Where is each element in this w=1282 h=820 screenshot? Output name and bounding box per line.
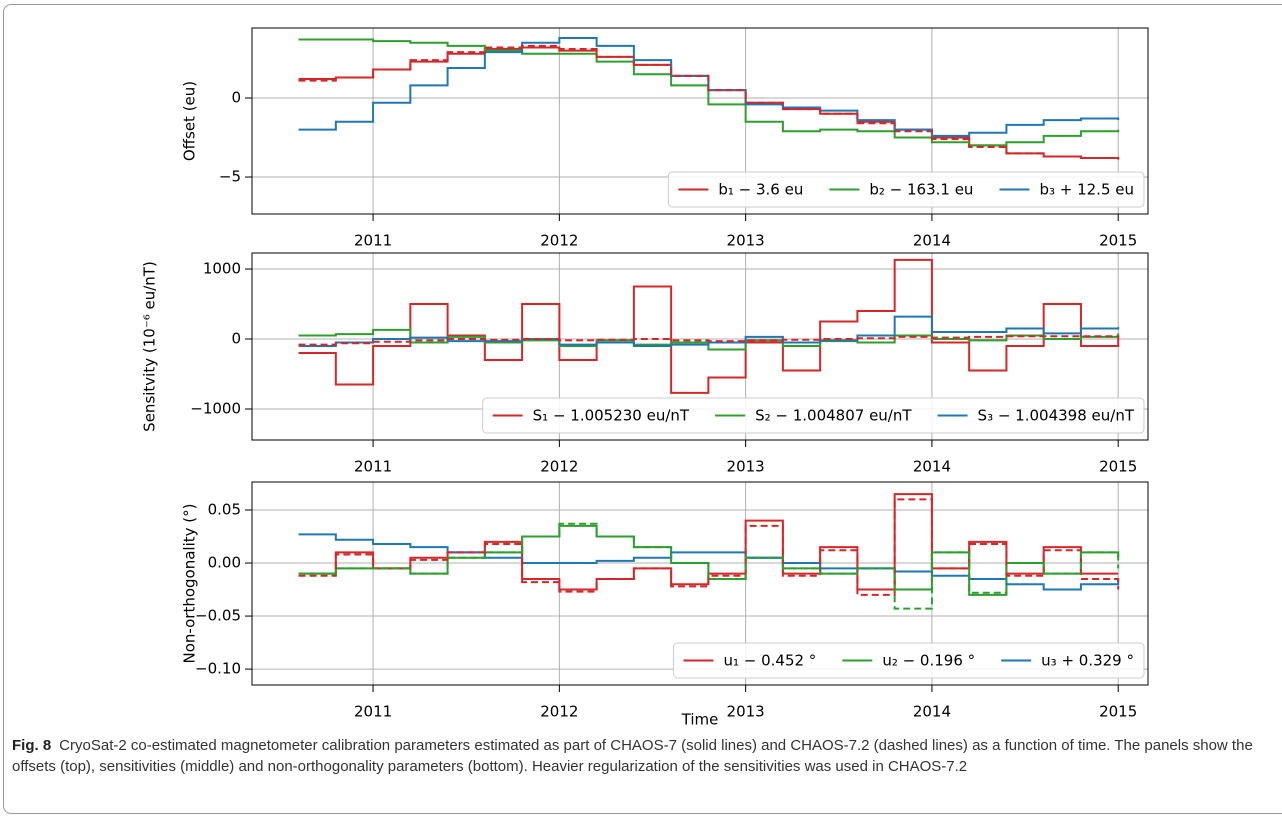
x-tick-label: 2013 [727,232,765,250]
legend-label: u₂ − 0.196 ° [882,652,975,670]
x-tick-label: 2014 [913,703,951,721]
y-tick-label: −0.10 [195,660,241,678]
plot-frame [251,481,1149,686]
y-axis-label: Non-orthogonality (°) [181,504,199,664]
line [298,315,1120,348]
x-tick-label: 2011 [354,458,392,476]
legend-label: S₁ − 1.005230 eu/nT [533,407,690,425]
line [298,38,1120,147]
dashed-line [298,498,1120,596]
chart: 2011 2012 2013 2014 2015 −5 0 Offset (eu) b₁ − 3… [141,27,1149,729]
y-tick-label: 0 [231,89,241,107]
legend-label: b₃ + 12.5 eu [1039,181,1134,199]
x-tick-label: 2013 [727,703,765,721]
y-tick-label: 0 [231,330,241,348]
y-tick-label: 1000 [203,260,241,278]
figure-label: Fig. 8 [12,737,52,754]
legend-box [672,642,1145,679]
x-tick-label: 2014 [913,458,951,476]
y-tick-label: 0.00 [208,554,241,572]
x-tick-label: 2012 [540,232,578,250]
legend: S₁ − 1.005230 eu/nT S₂ − 1.004807 eu/nT S₃… [482,397,1145,434]
caption-text: CryoSat-2 co-estimated magnetometer cali… [12,737,1253,775]
dashed-line [298,44,1119,160]
y-axis-label: Offset (eu) [181,81,199,161]
dashed-line [298,335,1120,346]
x-tick-label: 2013 [727,458,765,476]
x-tick-label: 2015 [1099,458,1137,476]
line [298,258,1120,394]
plot-frame [251,27,1149,215]
y-tick-label: 0.05 [208,501,241,519]
y-tick-label: −1000 [190,399,241,417]
legend: u₁ − 0.452 ° u₂ − 0.196 ° u₃ + 0.329 ° [672,642,1145,679]
y-tick-label: −5 [219,168,241,186]
figure-caption: Fig. 8 CryoSat-2 co-estimated magnetomete… [12,735,1274,777]
x-tick-label: 2011 [354,232,392,250]
x-tick-label: 2014 [913,232,951,250]
plot-frame [251,252,1149,441]
legend-label: u₁ − 0.452 ° [723,652,816,670]
dashed-line [298,522,1120,610]
x-axis-label: Time [681,711,719,729]
x-tick-label: 2012 [540,703,578,721]
y-tick-label: −0.05 [195,607,241,625]
legend-label: S₃ − 1.004398 eu/nT [978,407,1135,425]
legend-label: b₁ − 3.6 eu [718,181,803,199]
legend-box [667,171,1145,208]
figure-frame [3,4,1282,814]
x-tick-label: 2012 [540,458,578,476]
y-axis-label: Sensitvity (10⁻⁶ eu/nT) [141,261,159,432]
legend-label: u₃ + 0.329 ° [1041,652,1134,670]
legend-label: b₂ − 163.1 eu [869,181,973,199]
x-tick-label: 2011 [354,703,392,721]
x-tick-label: 2015 [1099,703,1137,721]
legend: b₁ − 3.6 eu b₂ − 163.1 eu b₃ + 12.5 eu [667,171,1145,208]
legend-box [482,397,1145,434]
x-tick-label: 2015 [1099,232,1137,250]
legend-label: S₂ − 1.004807 eu/nT [755,407,912,425]
